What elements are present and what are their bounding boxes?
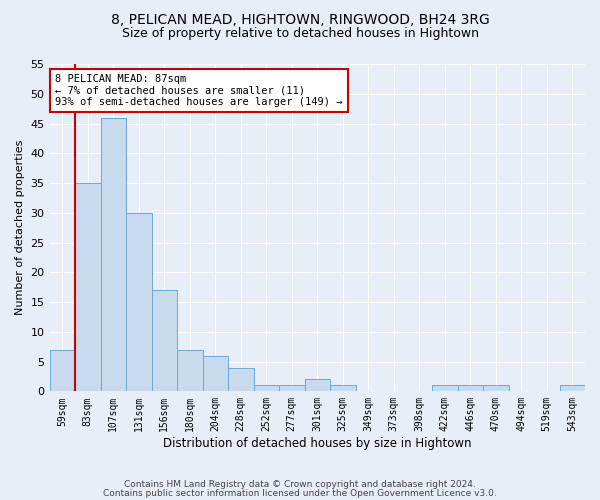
Bar	[203, 356, 228, 392]
Y-axis label: Number of detached properties: Number of detached properties	[15, 140, 25, 316]
Bar	[177, 350, 203, 392]
Bar	[560, 386, 585, 392]
Text: 8, PELICAN MEAD, HIGHTOWN, RINGWOOD, BH24 3RG: 8, PELICAN MEAD, HIGHTOWN, RINGWOOD, BH2…	[110, 12, 490, 26]
Bar	[152, 290, 177, 392]
Bar	[50, 350, 75, 392]
Text: 8 PELICAN MEAD: 87sqm
← 7% of detached houses are smaller (11)
93% of semi-detac: 8 PELICAN MEAD: 87sqm ← 7% of detached h…	[55, 74, 343, 107]
Text: Contains public sector information licensed under the Open Government Licence v3: Contains public sector information licen…	[103, 490, 497, 498]
X-axis label: Distribution of detached houses by size in Hightown: Distribution of detached houses by size …	[163, 437, 472, 450]
Text: Size of property relative to detached houses in Hightown: Size of property relative to detached ho…	[121, 28, 479, 40]
Bar	[228, 368, 254, 392]
Bar	[458, 386, 483, 392]
Bar	[126, 213, 152, 392]
Bar	[305, 380, 330, 392]
Bar	[330, 386, 356, 392]
Bar	[101, 118, 126, 392]
Bar	[75, 183, 101, 392]
Bar	[254, 386, 279, 392]
Bar	[432, 386, 458, 392]
Bar	[279, 386, 305, 392]
Text: Contains HM Land Registry data © Crown copyright and database right 2024.: Contains HM Land Registry data © Crown c…	[124, 480, 476, 489]
Bar	[483, 386, 509, 392]
